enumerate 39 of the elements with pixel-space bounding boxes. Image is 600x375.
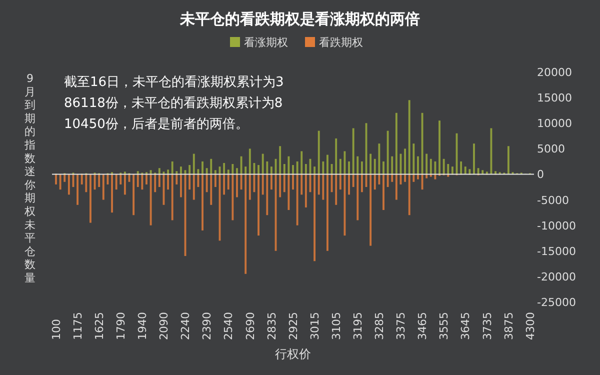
x-tick-label: 2925 [286, 312, 300, 340]
y-tick-label: -5000 [537, 194, 569, 207]
x-tick-label: 3105 [330, 312, 343, 340]
y-tick-label: 5000 [537, 142, 565, 156]
text: 9月到期的指数迷你期权未平仓数量 [24, 72, 36, 284]
y-tick-label: 0 [537, 168, 544, 182]
x-tick-label: 3645 [459, 312, 472, 340]
x-tick-label: 3735 [480, 312, 494, 340]
y-tick-label: -20000 [537, 270, 576, 284]
x-axis-title: 行权价 [275, 347, 311, 361]
x-tick-label: 3195 [351, 312, 364, 340]
x-tick-label: 3555 [438, 312, 451, 340]
x-tick-label: 3375 [394, 312, 408, 340]
legend-label: 看跌期权 [319, 36, 363, 49]
x-tick-label: 3875 [502, 312, 516, 340]
y-tick-label: -10000 [537, 219, 576, 232]
legend-label: 看涨期权 [244, 36, 288, 49]
x-tick-label: 3465 [416, 312, 430, 340]
x-tick-label: 2090 [158, 312, 171, 340]
x-tick-label: 2240 [179, 312, 192, 340]
x-tick-label: 1940 [136, 312, 150, 340]
x-tick-label: 3285 [373, 312, 386, 340]
x-tick-label: 1625 [92, 312, 106, 340]
y-tick-label: 10000 [537, 117, 572, 130]
x-tick-label: 2390 [200, 312, 214, 340]
x-tick-label: 2690 [244, 312, 257, 340]
x-tick-label: 1790 [114, 312, 128, 340]
x-tick-label: 2540 [222, 312, 236, 340]
x-tick-label: 100 [50, 319, 63, 340]
y-tick-label: -25000 [537, 296, 576, 309]
chart-title: 未平仓的看跌期权是看涨期权的两倍 [179, 10, 420, 28]
y-tick-label: -15000 [537, 244, 576, 258]
annotation: 截至16日，未平仓的看涨期权累计为386118份，未平仓的看跌期权累计为810450份，后者是前者的两倍。 [64, 75, 284, 132]
x-tick-label: 3015 [308, 312, 322, 340]
y-tick-label: 20000 [537, 66, 572, 79]
x-tick-label: 2835 [265, 312, 278, 340]
x-tick-label: 4300 [524, 312, 537, 340]
x-tick-label: 1175 [71, 312, 84, 340]
y-tick-label: 15000 [537, 92, 572, 105]
